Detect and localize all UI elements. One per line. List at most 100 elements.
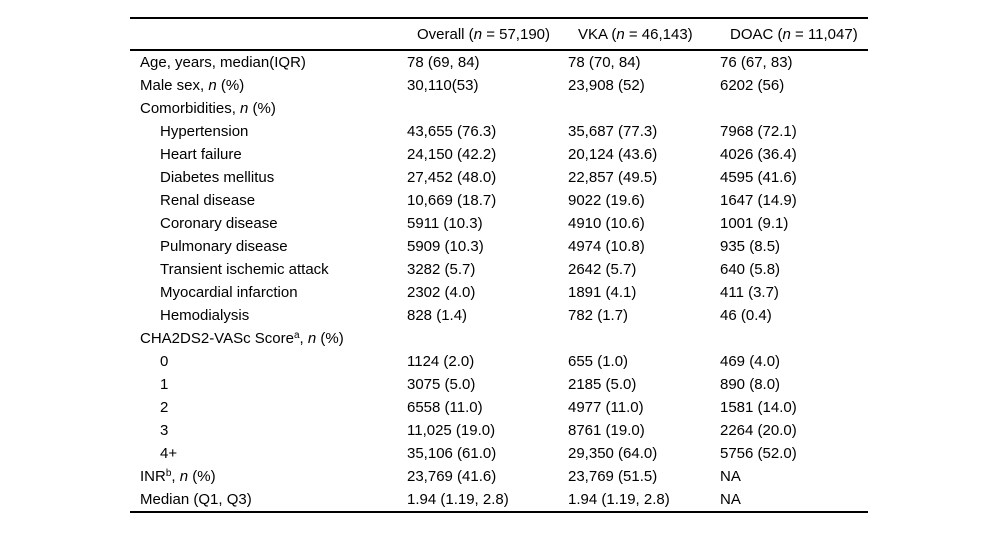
cell-value: 1124 (2.0) (407, 353, 475, 370)
table-row: INRb, n (%) 23,769 (41.6) 23,769 (51.5) NA (130, 465, 868, 488)
text-segment: DOAC ( (730, 25, 783, 43)
cell-value: 30,110(53) (407, 77, 479, 94)
cell-value: 469 (4.0) (720, 353, 781, 370)
table-row: 3 11,025 (19.0) 8761 (19.0) 2264 (20.0) (130, 419, 868, 442)
text-segment: Diabetes mellitus (160, 169, 275, 186)
cell-value: 4026 (36.4) (720, 146, 797, 163)
cell-value: 23,769 (51.5) (568, 468, 658, 485)
cell-value: 3075 (5.0) (407, 376, 476, 393)
text-segment: Pulmonary disease (160, 238, 288, 255)
cell-value: 411 (3.7) (720, 284, 779, 301)
cell-value: 4974 (10.8) (568, 238, 645, 255)
cell-value: 4595 (41.6) (720, 169, 797, 186)
text-segment: Hemodialysis (160, 307, 250, 324)
cell-value: 23,908 (52) (568, 77, 645, 94)
text-segment: = 46,143) (624, 25, 693, 43)
text-segment: (%) (316, 330, 344, 347)
text-segment: n (782, 25, 791, 43)
table-row: 4+ 35,106 (61.0) 29,350 (64.0) 5756 (52.0) (130, 442, 868, 465)
cell-value: 22,857 (49.5) (568, 169, 658, 186)
row-label: Coronary disease (130, 212, 407, 235)
cell-value: 2264 (20.0) (720, 422, 797, 439)
row-label: Hemodialysis (130, 304, 407, 327)
cell-value: 890 (8.0) (720, 376, 781, 393)
cell-value: 78 (70, 84) (568, 54, 641, 71)
cell-value: 935 (8.5) (720, 238, 781, 255)
cell-value (407, 97, 568, 120)
cell-value: 10,669 (18.7) (407, 192, 497, 209)
cell-value: NA (720, 468, 741, 485)
table-row: Hemodialysis 828 (1.4) 782 (1.7) 46 (0.4) (130, 304, 868, 327)
cell-value: 6202 (56) (720, 77, 785, 94)
row-label: Hypertension (130, 120, 407, 143)
text-segment: = 57,190) (482, 25, 550, 43)
text-segment: Transient ischemic attack (160, 261, 329, 278)
text-segment: Overall ( (417, 25, 474, 43)
cell-value: 78 (69, 84) (407, 54, 480, 71)
cell-value: 828 (1.4) (407, 307, 468, 324)
table-row: 2 6558 (11.0) 4977 (11.0) 1581 (14.0) (130, 396, 868, 419)
row-label: CHA2DS2-VASc Scorea, n (%) (130, 327, 407, 350)
table-row: Diabetes mellitus 27,452 (48.0) 22,857 (49… (130, 166, 868, 189)
text-segment: 2 (160, 399, 169, 416)
row-label: Renal disease (130, 189, 407, 212)
cell-value: 24,150 (42.2) (407, 146, 497, 163)
cell-value: 6558 (11.0) (407, 399, 483, 416)
text-segment: Age, years, median(IQR) (140, 54, 306, 71)
cell-value: 1001 (9.1) (720, 215, 789, 232)
cell-value: 11,025 (19.0) (407, 422, 496, 439)
cell-value: 20,124 (43.6) (568, 146, 658, 163)
row-label: Heart failure (130, 143, 407, 166)
cell-value: 1891 (4.1) (568, 284, 637, 301)
cell-value: 4977 (11.0) (568, 399, 644, 416)
column-header: Overall (n = 57,190) (407, 17, 568, 51)
text-segment: INR (140, 468, 166, 485)
header-row: Overall (n = 57,190) VKA (n = 46,143) DOAC… (130, 17, 868, 51)
row-label: Myocardial infarction (130, 281, 407, 304)
text-segment: 4+ (160, 445, 178, 462)
row-label: 0 (130, 350, 407, 373)
cell-value (720, 327, 868, 350)
cell-value (568, 327, 720, 350)
table-row: Transient ischemic attack 3282 (5.7) 2642 … (130, 258, 868, 281)
row-label: 3 (130, 419, 407, 442)
text-segment: Coronary disease (160, 215, 278, 232)
text-segment: n (307, 330, 317, 347)
cell-value: 35,106 (61.0) (407, 445, 497, 462)
table-row: Myocardial infarction 2302 (4.0) 1891 (4.1… (130, 281, 868, 304)
table-row: Comorbidities, n (%) (130, 97, 868, 120)
text-segment: b (165, 468, 172, 479)
table-row: 1 3075 (5.0) 2185 (5.0) 890 (8.0) (130, 373, 868, 396)
cell-value (720, 97, 868, 120)
cell-value: 1.94 (1.19, 2.8) (568, 488, 720, 513)
text-segment: a (293, 330, 300, 341)
table-row: Coronary disease 5911 (10.3) 4910 (10.6) 10… (130, 212, 868, 235)
cell-value: 1.94 (1.19, 2.8) (407, 488, 568, 513)
cell-value: 2185 (5.0) (568, 376, 637, 393)
text-segment: n (473, 25, 483, 43)
text-segment: = 11,047) (790, 25, 858, 43)
table-row: Male sex, n (%) 30,110(53) 23,908 (52) 6202… (130, 74, 868, 97)
cell-value: 8761 (19.0) (568, 422, 645, 439)
cell-value: 655 (1.0) (568, 353, 629, 370)
text-segment: 3 (160, 422, 169, 439)
row-label: Pulmonary disease (130, 235, 407, 258)
cell-value: 29,350 (64.0) (568, 445, 658, 462)
text-segment: Heart failure (160, 146, 242, 163)
baseline-characteristics-table: Overall (n = 57,190) VKA (n = 46,143) DOAC… (130, 17, 868, 513)
column-header: DOAC (n = 11,047) (720, 17, 868, 51)
row-label: Median (Q1, Q3) (130, 488, 407, 513)
cell-value: 5911 (10.3) (407, 215, 483, 232)
row-label: Comorbidities, n (%) (130, 97, 407, 120)
text-segment: , (299, 330, 308, 347)
row-label: 2 (130, 396, 407, 419)
row-label: 4+ (130, 442, 407, 465)
text-segment: CHA2DS2-VASc Score (140, 330, 294, 347)
row-label: 1 (130, 373, 407, 396)
column-header: VKA (n = 46,143) (568, 17, 720, 51)
row-label-column-header (130, 17, 407, 51)
table-row: Median (Q1, Q3) 1.94 (1.19, 2.8) 1.94 (1.1… (130, 488, 868, 513)
cell-value: 1581 (14.0) (720, 399, 797, 416)
text-segment: VKA ( (578, 25, 617, 43)
cell-value: NA (720, 488, 868, 513)
